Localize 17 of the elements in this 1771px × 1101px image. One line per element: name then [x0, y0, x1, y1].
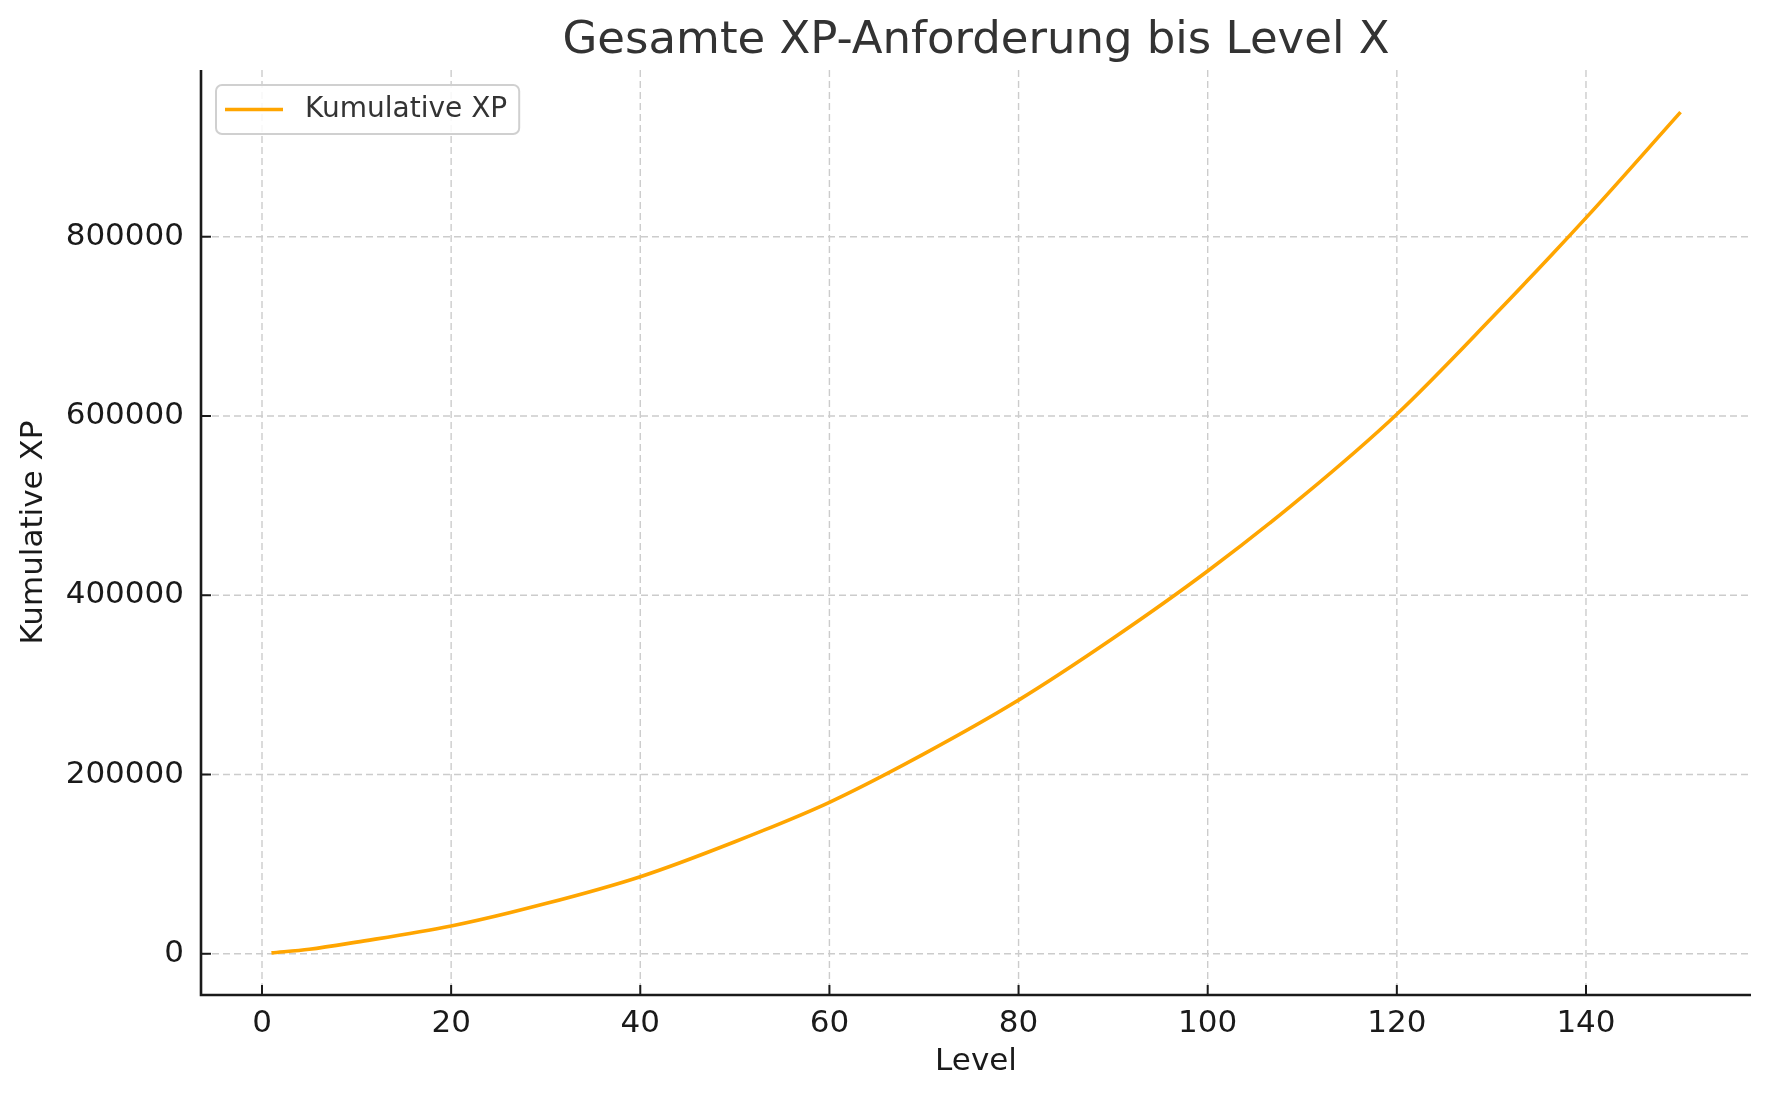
x-tick-label: 20 — [431, 1002, 471, 1039]
x-axis-title: Level — [935, 1041, 1017, 1078]
y-tick-label: 600000 — [65, 395, 184, 432]
x-tick-label: 100 — [1178, 1002, 1238, 1039]
x-tick-label: 0 — [252, 1002, 272, 1039]
x-tick-label: 120 — [1367, 1002, 1427, 1039]
x-tick-label: 40 — [620, 1002, 660, 1039]
y-tick-label: 400000 — [65, 574, 184, 611]
x-tick-label: 60 — [809, 1002, 850, 1039]
x-tick-label: 80 — [998, 1002, 1039, 1039]
chart-title: Gesamte XP-Anforderung bis Level X — [562, 10, 1390, 64]
y-tick-label: 800000 — [65, 215, 184, 252]
y-tick-label: 0 — [164, 932, 184, 969]
y-axis-title: Kumulative XP — [12, 420, 49, 645]
x-tick-label: 140 — [1556, 1002, 1616, 1039]
legend-label: Kumulative XP — [305, 90, 508, 124]
y-tick-label: 200000 — [65, 753, 184, 790]
